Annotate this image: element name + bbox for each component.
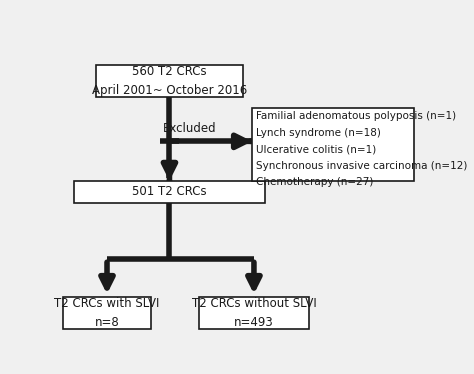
Text: Lynch syndrome (n=18): Lynch syndrome (n=18) [256,128,381,138]
FancyBboxPatch shape [199,297,309,328]
Text: Excluded: Excluded [163,122,217,135]
FancyBboxPatch shape [96,65,243,97]
Text: Familial adenomatous polyposis (n=1): Familial adenomatous polyposis (n=1) [256,111,456,121]
Text: 560 T2 CRCs
April 2001~ October 2016: 560 T2 CRCs April 2001~ October 2016 [92,65,247,97]
Text: 501 T2 CRCs: 501 T2 CRCs [132,185,207,198]
FancyBboxPatch shape [63,297,151,328]
Text: Ulcerative colitis (n=1): Ulcerative colitis (n=1) [256,144,376,154]
FancyBboxPatch shape [252,107,414,181]
Text: Synchronous invasive carcinoma (n=12): Synchronous invasive carcinoma (n=12) [256,161,467,171]
Text: T2 CRCs with SLVI
n=8: T2 CRCs with SLVI n=8 [55,297,160,329]
Text: Chemotherapy (n=27): Chemotherapy (n=27) [256,178,373,187]
FancyBboxPatch shape [74,181,265,203]
Text: T2 CRCs without SLVI
n=493: T2 CRCs without SLVI n=493 [191,297,316,329]
